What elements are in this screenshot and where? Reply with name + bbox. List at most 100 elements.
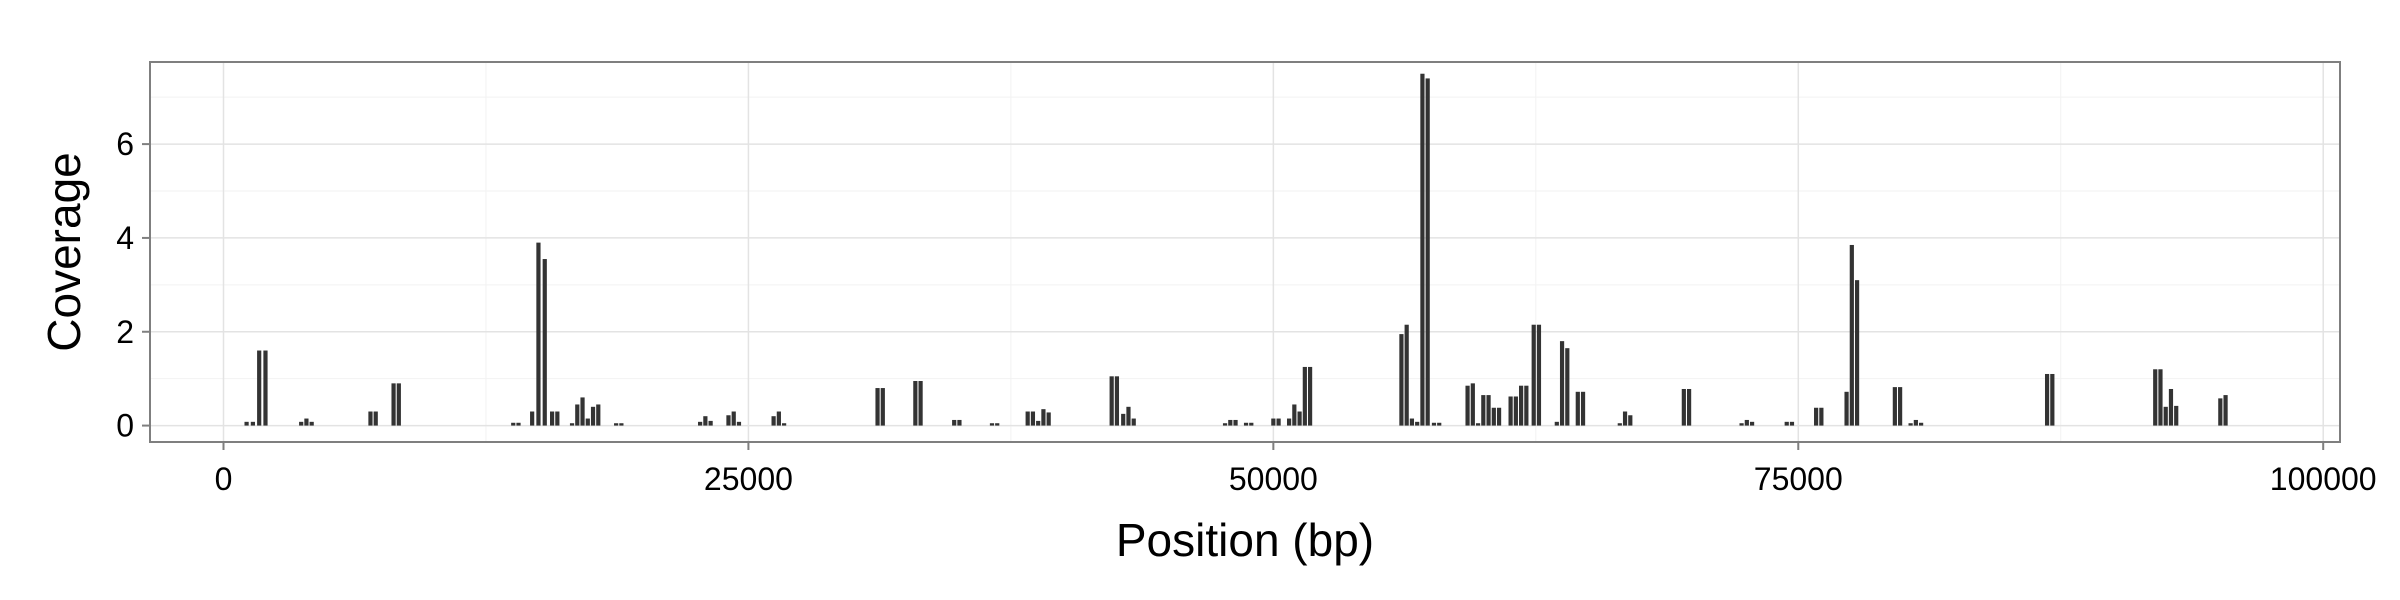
coverage-bar: [776, 411, 781, 426]
coverage-bar: [1784, 421, 1789, 426]
coverage-bar: [1536, 324, 1542, 426]
coverage-bar: [1739, 423, 1744, 426]
coverage-bar: [1437, 422, 1442, 426]
coverage-bar: [590, 406, 596, 426]
coverage-bar: [1109, 376, 1114, 426]
coverage-bar: [1789, 421, 1795, 426]
coverage-bar: [391, 383, 396, 426]
coverage-bar: [1121, 413, 1126, 426]
coverage-bar: [619, 423, 624, 426]
coverage-bar: [1025, 411, 1030, 426]
coverage-bar: [698, 421, 703, 426]
coverage-bar: [1425, 78, 1430, 426]
coverage-bar: [1271, 418, 1276, 426]
coverage-bar: [2158, 369, 2163, 426]
coverage-bar: [1307, 366, 1313, 426]
coverage-bar: [1286, 418, 1292, 426]
coverage-bar: [1475, 423, 1481, 426]
coverage-bar: [2174, 405, 2179, 426]
coverage-bar: [1030, 411, 1036, 426]
coverage-bar: [2163, 406, 2168, 426]
coverage-bar: [1036, 420, 1041, 426]
coverage-bar: [1622, 411, 1628, 426]
coverage-bar: [1919, 422, 1924, 426]
coverage-bar: [1409, 418, 1415, 426]
coverage-bar: [1681, 388, 1686, 426]
coverage-bar: [516, 422, 521, 426]
coverage-bar: [1559, 341, 1565, 426]
coverage-bar: [736, 421, 742, 426]
coverage-bar: [596, 404, 601, 426]
coverage-bar: [1297, 411, 1302, 426]
coverage-bar: [1431, 422, 1437, 426]
coverage-bar: [530, 411, 535, 426]
coverage-bar: [1908, 423, 1913, 426]
coverage-bar: [542, 259, 547, 426]
coverage-bar: [913, 381, 918, 426]
coverage-bar: [703, 416, 708, 426]
coverage-bar: [2044, 373, 2050, 426]
y-tick-label: 2: [116, 314, 134, 350]
coverage-bar: [1849, 244, 1854, 426]
coverage-bar: [1249, 422, 1254, 426]
coverage-bar: [575, 404, 580, 426]
coverage-bar: [782, 423, 787, 426]
coverage-bar: [1686, 388, 1692, 426]
coverage-bar: [2050, 373, 2055, 426]
coverage-bar: [1913, 419, 1918, 426]
coverage-bar: [1222, 423, 1228, 426]
coverage-bar: [952, 419, 957, 426]
coverage-bar: [555, 411, 560, 426]
coverage-bar: [995, 423, 1000, 426]
x-axis-title: Position (bp): [1116, 514, 1374, 566]
coverage-bar: [1819, 407, 1824, 426]
coverage-bar: [1228, 419, 1233, 426]
coverage-bar: [731, 411, 736, 426]
coverage-bar: [2218, 398, 2223, 426]
coverage-bar: [1580, 391, 1586, 426]
coverage-bar: [1302, 366, 1307, 426]
coverage-bar: [1508, 396, 1513, 426]
y-axis-title: Coverage: [38, 152, 90, 351]
bar-series: [244, 73, 2228, 426]
coverage-bar: [1814, 407, 1819, 426]
coverage-bar: [1554, 421, 1559, 426]
coverage-bar: [880, 388, 885, 426]
coverage-bar: [1292, 404, 1297, 426]
coverage-bar: [580, 397, 585, 426]
coverage-bar: [263, 350, 268, 426]
coverage-bar: [1114, 376, 1120, 426]
coverage-bar: [726, 415, 731, 426]
coverage-bar: [569, 423, 575, 426]
coverage-bar: [304, 418, 309, 426]
coverage-bar: [1233, 419, 1238, 426]
coverage-bar: [1126, 406, 1131, 426]
axes: 0 25000 50000 75000 100000 0 2 4 6: [116, 61, 2377, 497]
y-tick-label: 6: [116, 126, 134, 162]
y-tick-label: 0: [116, 408, 134, 444]
coverage-bar: [1470, 383, 1475, 426]
coverage-bar: [918, 381, 923, 426]
coverage-bar: [1744, 419, 1749, 426]
coverage-bar: [1749, 421, 1755, 426]
coverage-bar: [1491, 407, 1496, 426]
coverage-bar: [957, 419, 962, 426]
coverage-bar: [1524, 385, 1529, 426]
coverage-bar: [368, 411, 373, 426]
coverage-bar: [1276, 418, 1281, 426]
coverage-bar: [1496, 407, 1502, 426]
coverage-bar: [1531, 324, 1536, 426]
x-tick-label: 75000: [1754, 461, 1843, 497]
plot-panel-background: [150, 62, 2340, 442]
coverage-bar: [1519, 385, 1524, 426]
coverage-bar: [396, 383, 401, 426]
plot-panel-border: [149, 61, 2341, 443]
coverage-bar: [1486, 395, 1491, 426]
coverage-bar: [1565, 348, 1570, 426]
coverage-bar: [1465, 385, 1470, 426]
coverage-bar: [1628, 415, 1633, 426]
coverage-bar: [2168, 388, 2174, 426]
coverage-bar: [250, 421, 255, 426]
coverage-bar: [614, 423, 619, 426]
coverage-bar: [1892, 387, 1897, 426]
